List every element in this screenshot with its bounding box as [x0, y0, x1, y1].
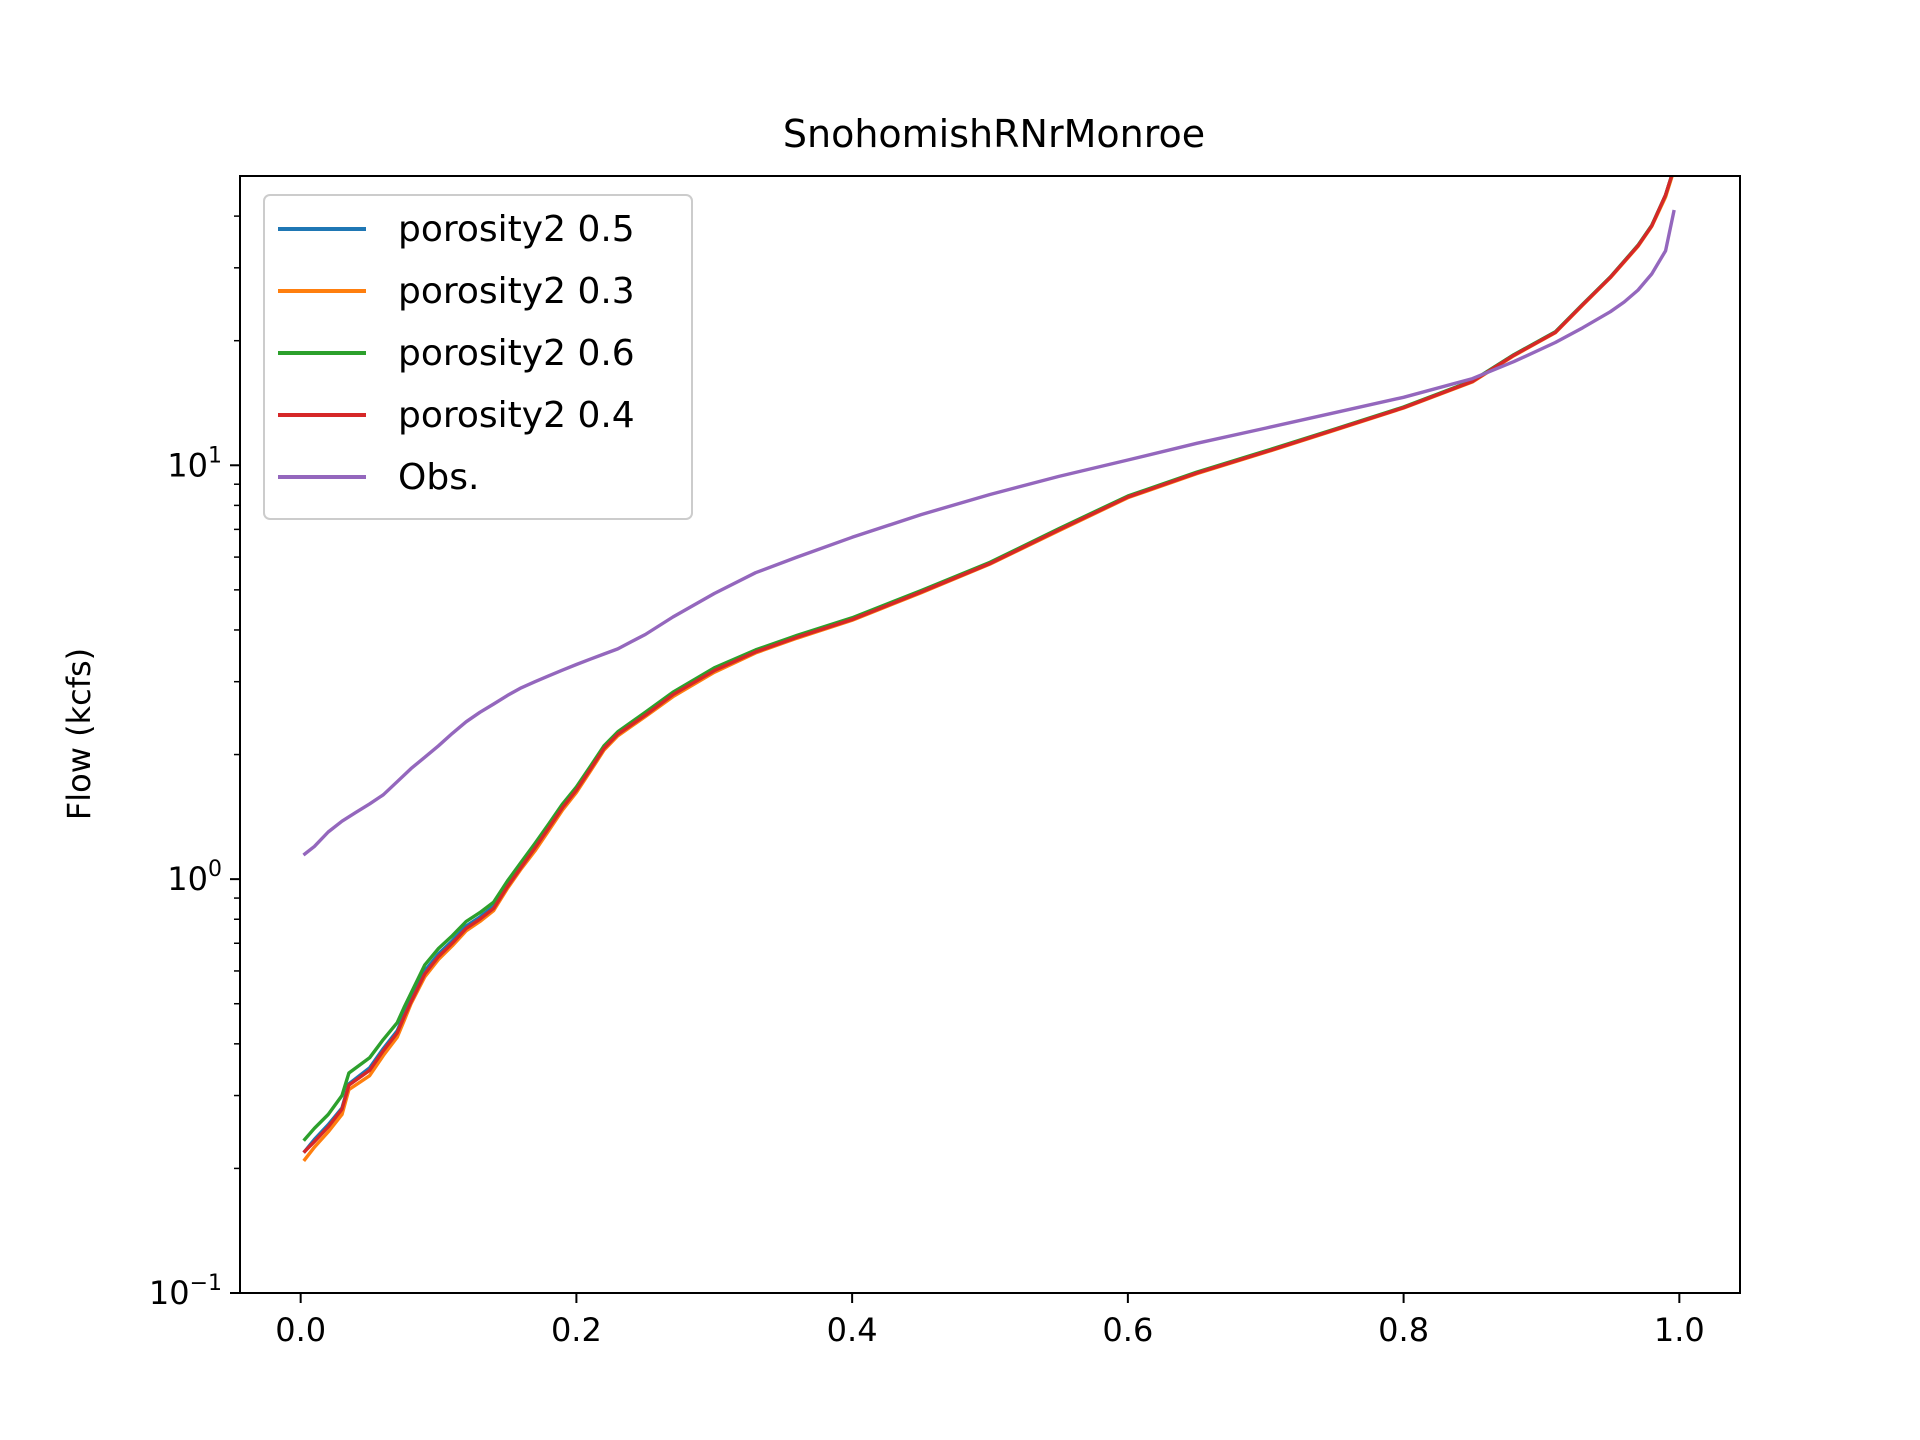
x-tick-label: 0.0: [275, 1311, 326, 1349]
x-tick-label: 0.8: [1378, 1311, 1429, 1349]
series-lines: [302, 176, 1676, 1162]
axes-frame: [239, 175, 1741, 1294]
legend-label: porosity2 0.5: [398, 209, 635, 250]
legend-label: porosity2 0.4: [398, 395, 635, 436]
x-axis: 0.0 0.2 0.4 0.6 0.8 1.0: [275, 1293, 1705, 1349]
x-tick-label: 0.2: [551, 1311, 602, 1349]
chart-title: SnohomishRNrMonroe: [783, 112, 1205, 156]
x-tick-label: 0.6: [1102, 1311, 1153, 1349]
legend-box: [263, 194, 693, 520]
legend: porosity2 0.5 porosity2 0.3 porosity2 0.6 p…: [263, 194, 693, 520]
legend-label: porosity2 0.3: [398, 271, 635, 312]
x-tick-label: 0.4: [827, 1311, 878, 1349]
legend-label: Obs.: [398, 457, 479, 498]
y-axis: 10−1 100 101: [149, 215, 240, 1312]
legend-label: porosity2 0.6: [398, 333, 635, 374]
x-tick-label: 1.0: [1654, 1311, 1705, 1349]
y-tick-label: 101: [167, 443, 222, 484]
y-axis-label: Flow (kcfs): [60, 648, 98, 820]
plot-area: [239, 175, 1741, 1294]
y-tick-label: 10−1: [149, 1271, 222, 1312]
y-tick-label: 100: [167, 857, 222, 898]
series-line-5: [302, 209, 1676, 857]
